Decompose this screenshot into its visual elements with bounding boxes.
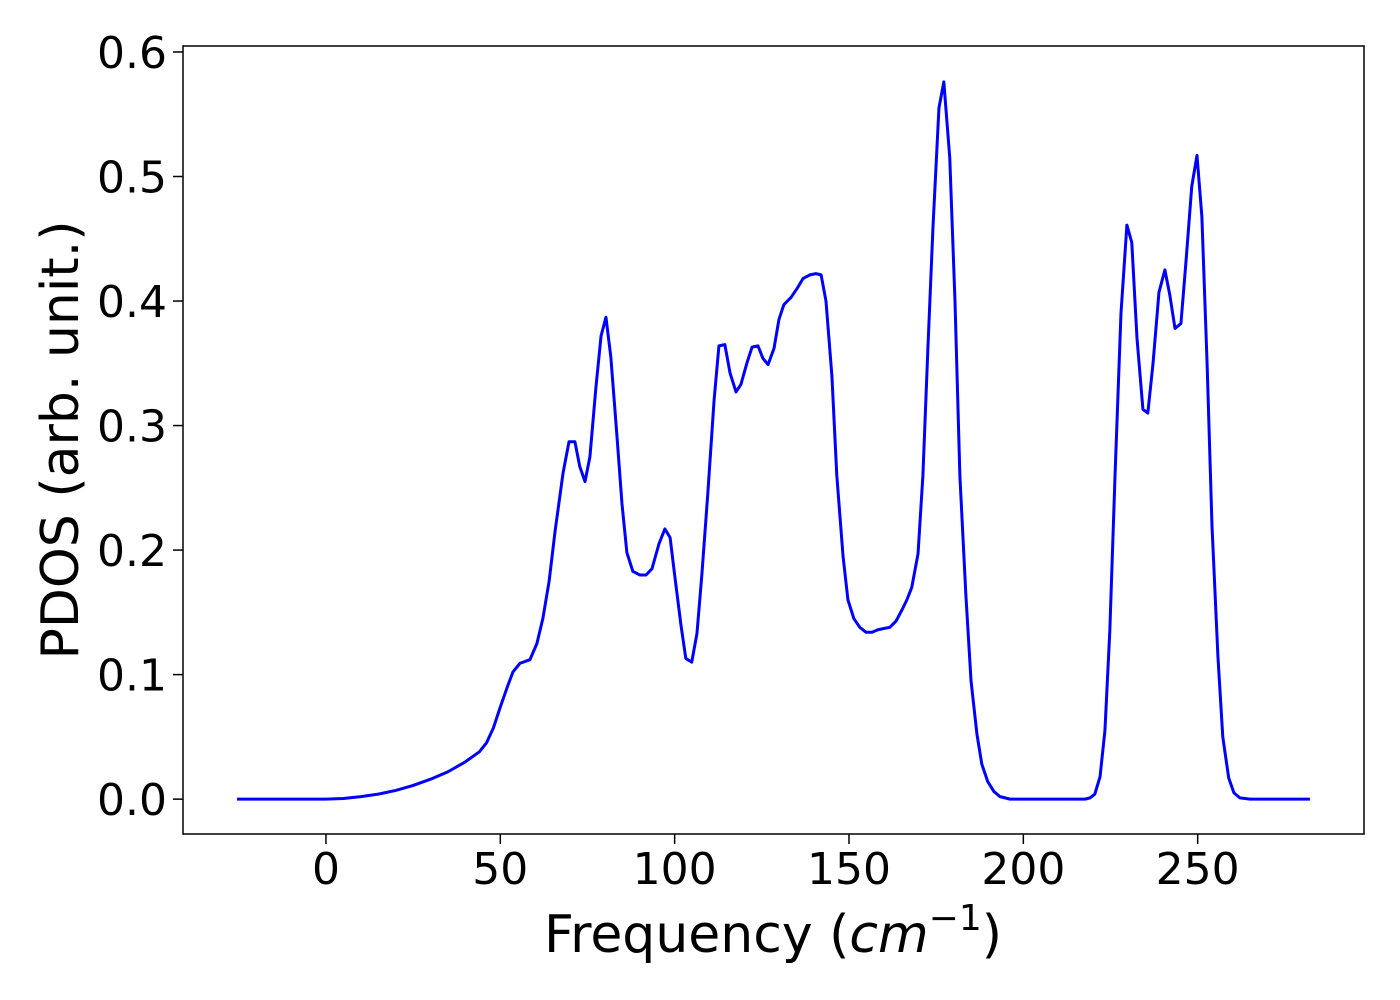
x-tick-label: 50 [472, 844, 528, 895]
x-axis-label: Frequency (cm−1) [544, 898, 1002, 965]
x-tick-label: 0 [312, 844, 340, 895]
plot-frame [182, 45, 1365, 835]
y-tick-label: 0.0 [97, 775, 167, 826]
x-label-part: cm [849, 905, 928, 965]
data-line [237, 80, 1310, 801]
x-tick-label: 100 [633, 844, 717, 895]
y-tick-label: 0.4 [97, 277, 167, 328]
x-tick-label: 200 [981, 844, 1065, 895]
x-label-part: ) [982, 905, 1002, 965]
x-label-part: Frequency ( [544, 905, 849, 965]
y-tick-label: 0.3 [97, 402, 167, 453]
x-tick-label: 150 [807, 844, 891, 895]
x-label-part: −1 [929, 898, 982, 939]
y-tick-label: 0.1 [97, 651, 167, 702]
y-tick-label: 0.2 [97, 526, 167, 577]
x-tick-label: 250 [1156, 844, 1240, 895]
y-tick-label: 0.5 [97, 153, 167, 204]
y-tick-label: 0.6 [97, 28, 167, 79]
y-axis-label: PDOS (arb. unit.) [31, 220, 91, 659]
